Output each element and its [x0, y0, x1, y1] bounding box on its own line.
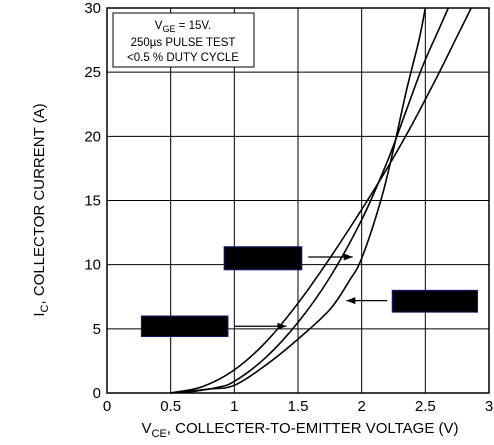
redacted-label-2	[391, 289, 479, 313]
y-tick-label-1: 5	[93, 321, 101, 338]
y-tick-label-3: 15	[84, 193, 101, 210]
annotation-line-1: VGE = 15V.	[155, 20, 211, 34]
x-tick-label-6: 3	[485, 398, 493, 415]
x-tick-label-0: 0	[103, 398, 111, 415]
y-tick-label-5: 25	[84, 64, 101, 81]
plot-frame	[106, 7, 490, 394]
series-line-1	[170, 7, 472, 394]
x-tick-label-4: 2	[357, 398, 365, 415]
y-tick-label-4: 20	[84, 128, 101, 145]
y-tick-label-6: 30	[84, 0, 101, 17]
annotation-box: VGE = 15V. 250µs PULSE TEST <0.5 % DUTY …	[112, 12, 255, 68]
y-axis-label: IC, COLLECTOR CURRENT (A)	[31, 103, 51, 316]
y-tick-label-2: 10	[84, 257, 101, 274]
annotation-line-3: <0.5 % DUTY CYCLE	[127, 52, 239, 64]
x-tick-label-2: 1	[230, 398, 238, 415]
x-tick-label-5: 2.5	[415, 398, 436, 415]
series-line-3	[170, 7, 427, 394]
redacted-label-3	[140, 315, 229, 338]
redaction-group	[140, 246, 479, 338]
x-axis-label: VCE, COLLECTER-TO-EMITTER VOLTAGE (V)	[142, 420, 459, 440]
x-tick-label-1: 0.5	[160, 398, 181, 415]
series-group	[170, 7, 472, 394]
x-tick-label-3: 1.5	[288, 398, 309, 415]
series-line-2	[183, 7, 450, 394]
annotation-line-2: 250µs PULSE TEST	[131, 37, 236, 49]
arrow-head-1	[343, 253, 353, 261]
redacted-label-1	[223, 246, 303, 271]
arrow-head-2	[346, 297, 356, 305]
arrow-head-3	[277, 322, 287, 330]
y-tick-label-0: 0	[93, 385, 101, 402]
